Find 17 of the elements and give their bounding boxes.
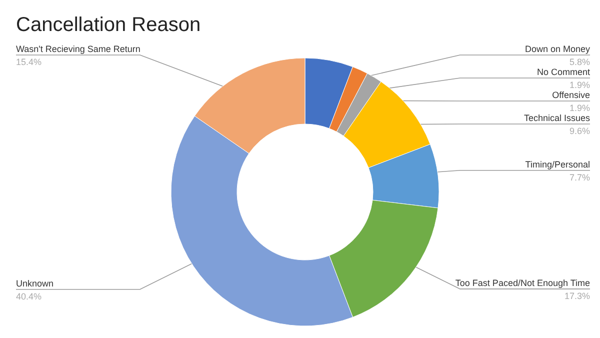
slice-label: Too Fast Paced/Not Enough Time	[455, 278, 590, 288]
data-label: 1.9%	[569, 80, 590, 90]
slice-label: Wasn't Recieving Same Return	[16, 44, 140, 54]
slice-label: Unknown	[16, 278, 54, 288]
chart-title: Cancellation Reason	[16, 14, 201, 37]
slice-label: Timing/Personal	[525, 159, 590, 170]
data-label: 7.7%	[569, 172, 590, 182]
data-label: 1.9%	[569, 103, 590, 113]
data-label: 9.6%	[569, 126, 590, 136]
slice-label: Offensive	[552, 90, 590, 100]
data-label: 17.3%	[564, 290, 590, 301]
slice-label: Technical Issues	[524, 113, 590, 123]
data-label: 5.8%	[569, 57, 590, 67]
slice-label: No Comment	[536, 67, 590, 77]
data-label: 40.4%	[16, 291, 42, 302]
slice-label: Down on Money	[524, 44, 590, 54]
data-label: 15.4%	[16, 57, 42, 67]
